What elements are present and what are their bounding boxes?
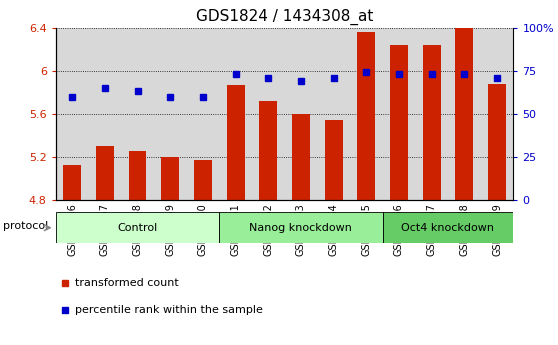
Bar xyxy=(325,120,343,200)
Bar xyxy=(56,28,89,200)
Bar xyxy=(455,28,473,200)
Bar xyxy=(161,157,179,200)
Bar xyxy=(383,212,513,243)
Bar xyxy=(357,32,376,200)
Bar xyxy=(128,150,147,200)
Bar xyxy=(63,165,81,200)
Text: protocol: protocol xyxy=(3,221,48,231)
Bar xyxy=(292,114,310,200)
Bar xyxy=(350,28,383,200)
Bar xyxy=(318,28,350,200)
Bar xyxy=(186,28,219,200)
Bar xyxy=(56,212,219,243)
Text: percentile rank within the sample: percentile rank within the sample xyxy=(75,305,263,315)
Text: Nanog knockdown: Nanog knockdown xyxy=(249,223,352,233)
Bar xyxy=(252,28,285,200)
Bar xyxy=(480,28,513,200)
Bar xyxy=(383,28,415,200)
Bar xyxy=(448,28,480,200)
Bar xyxy=(219,28,252,200)
Bar xyxy=(390,45,408,200)
Bar xyxy=(194,160,212,200)
Bar xyxy=(488,84,506,200)
Bar xyxy=(154,28,186,200)
Bar xyxy=(96,146,114,200)
Bar xyxy=(422,45,441,200)
Text: Control: Control xyxy=(117,223,157,233)
Bar xyxy=(219,212,383,243)
Text: Oct4 knockdown: Oct4 knockdown xyxy=(402,223,494,233)
Text: transformed count: transformed count xyxy=(75,278,179,288)
Bar xyxy=(89,28,121,200)
Bar xyxy=(121,28,154,200)
Title: GDS1824 / 1434308_at: GDS1824 / 1434308_at xyxy=(196,9,373,25)
Bar xyxy=(415,28,448,200)
Bar xyxy=(285,28,318,200)
Bar xyxy=(227,85,244,200)
Bar xyxy=(259,101,277,200)
